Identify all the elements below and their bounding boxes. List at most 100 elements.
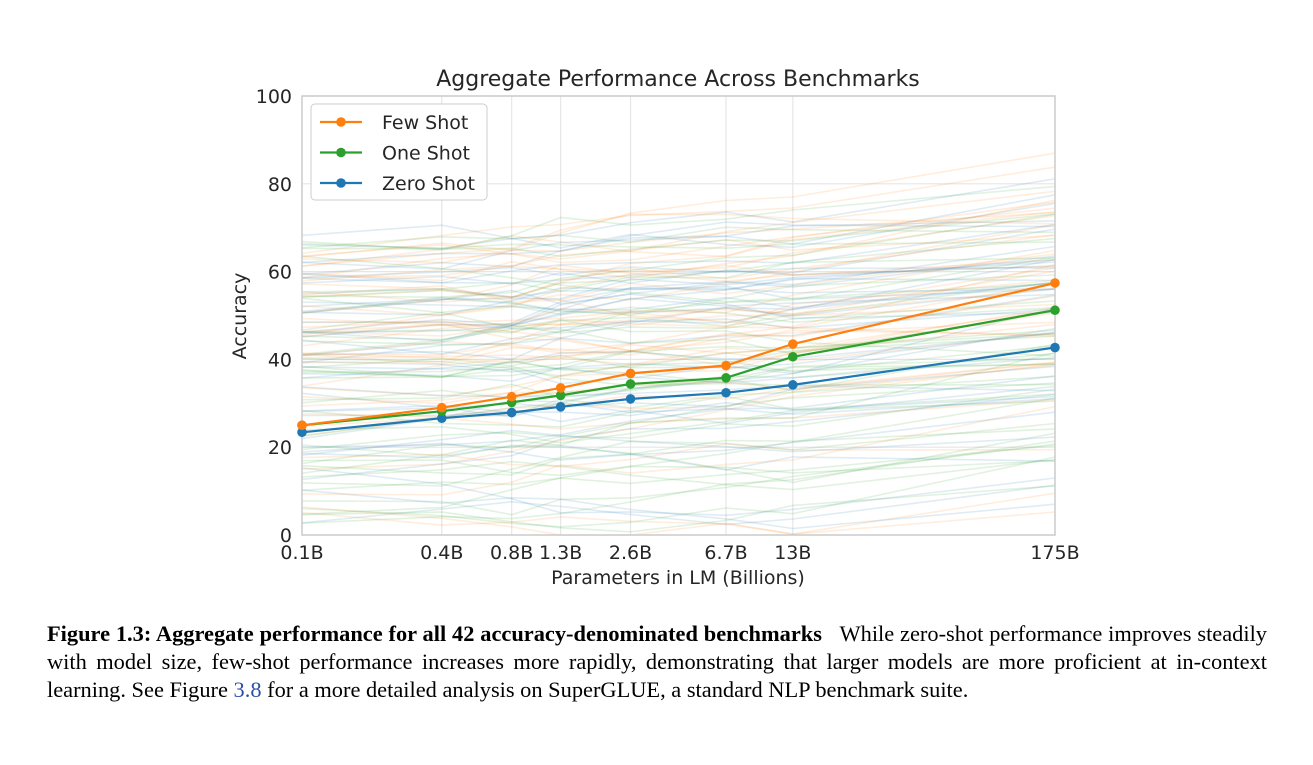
data-point: [297, 427, 307, 438]
background-benchmark-line: [301, 456, 1056, 528]
background-benchmark-line: [301, 365, 1056, 413]
background-benchmark-line: [301, 267, 1056, 326]
background-benchmark-line: [301, 256, 1056, 346]
y-tick-label: 100: [256, 86, 292, 108]
background-benchmark-line: [301, 307, 1056, 440]
background-benchmark-line: [301, 213, 1056, 267]
background-benchmark-line: [301, 304, 1056, 331]
background-benchmark-line: [301, 444, 1056, 471]
caption-text: While zero-shot performance improves ste…: [47, 621, 1267, 702]
chart: 0 20 40 60 80 100 0.1B 0.4B 0.8B 1.3B 2.6B 6.7B 13B 1…: [229, 67, 1080, 589]
background-benchmark-line: [301, 484, 1056, 526]
data-point: [436, 402, 447, 413]
background-benchmark-line: [301, 152, 1056, 264]
x-tick-label: 0.4B: [420, 542, 463, 564]
data-point: [1050, 342, 1060, 353]
background-benchmark-line: [301, 190, 1056, 279]
data-point: [436, 413, 447, 424]
background-benchmark-line: [301, 443, 1056, 516]
background-benchmark-line: [301, 319, 1056, 352]
background-benchmark-line: [301, 166, 1056, 255]
background-benchmark-line: [301, 270, 1056, 364]
background-benchmark-line: [301, 303, 1056, 337]
background-benchmark-line: [301, 393, 1056, 428]
legend-marker: [336, 178, 346, 188]
x-tick-label: 0.1B: [280, 542, 323, 564]
y-tick-label: 20: [268, 437, 292, 459]
background-benchmark-line: [301, 228, 1056, 284]
data-point: [625, 379, 636, 389]
background-benchmark-line: [301, 287, 1056, 347]
x-tick-label: 0.8B: [490, 542, 533, 564]
background-benchmark-line: [301, 241, 1056, 250]
background-benchmark-line: [301, 277, 1056, 316]
data-point: [506, 407, 517, 418]
background-benchmark-line: [301, 442, 1056, 468]
background-benchmark-line: [301, 223, 1056, 284]
series-lines: [297, 278, 1060, 438]
background-benchmark-line: [301, 245, 1056, 338]
y-axis-label: Accuracy: [229, 273, 251, 360]
data-point: [788, 380, 798, 390]
background-benchmark-line: [301, 511, 1056, 535]
background-benchmark-line: [301, 185, 1056, 251]
background-benchmark-line: [301, 422, 1056, 487]
background-benchmark-line: [302, 385, 1056, 425]
y-tick-label: 0: [280, 525, 292, 547]
background-benchmark-line: [301, 361, 1056, 418]
legend-box: [310, 103, 488, 201]
background-benchmark-line: [301, 285, 1056, 301]
background-benchmark-line: [301, 281, 1056, 311]
background-benchmark-line: [301, 282, 1056, 356]
background-benchmark-line: [301, 287, 1056, 342]
chart-title: Aggregate Performance Across Benchmarks: [436, 67, 920, 92]
background-benchmark-line: [301, 178, 1056, 250]
background-benchmark-line: [301, 282, 1056, 361]
background-benchmark-line: [301, 221, 1056, 276]
background-benchmark-line: [301, 207, 1056, 264]
background-benchmark-line: [301, 194, 1056, 270]
background-benchmark-line: [301, 321, 1056, 365]
caption-figure-link[interactable]: 3.8: [233, 677, 262, 702]
figure-caption: Figure 1.3: Aggregate performance for al…: [47, 620, 1267, 704]
background-benchmark-line: [301, 289, 1056, 320]
background-benchmark-line: [301, 411, 1056, 461]
background-benchmark-line: [301, 300, 1056, 356]
background-benchmark-line: [301, 279, 1056, 333]
legend: Few Shot One Shot Zero Shot: [310, 103, 488, 201]
x-tick-label: 1.3B: [539, 542, 582, 564]
x-tick-label: 2.6B: [609, 542, 652, 564]
background-benchmark-line: [301, 294, 1056, 364]
background-benchmark-line: [301, 458, 1056, 491]
background-benchmark-line: [301, 226, 1056, 249]
background-benchmark-line: [301, 288, 1056, 317]
background-benchmark-line: [301, 249, 1056, 324]
background-benchmark-line: [301, 332, 1056, 379]
legend-marker: [336, 117, 346, 127]
background-benchmark-line: [301, 310, 1056, 355]
background-benchmark-line: [301, 297, 1056, 357]
background-benchmark-line: [301, 388, 1056, 465]
data-point: [625, 394, 636, 404]
background-benchmark-line: [301, 257, 1056, 299]
background-benchmark-line: [301, 399, 1056, 430]
background-benchmark-line: [301, 263, 1056, 387]
background-benchmark-line: [301, 258, 1056, 355]
background-benchmark-line: [301, 255, 1056, 357]
plot-area-frame: [301, 95, 1056, 536]
x-tick-label: 13B: [774, 542, 811, 564]
data-point: [555, 390, 566, 401]
background-benchmark-line: [301, 201, 1056, 298]
background-benchmark-line: [301, 213, 1056, 299]
y-tick-label: 40: [268, 349, 292, 371]
background-benchmark-line: [301, 397, 1056, 448]
y-tick-label: 80: [268, 174, 292, 196]
background-benchmark-line: [301, 214, 1056, 282]
background-benchmark-lines: [301, 152, 1056, 536]
data-point: [1050, 278, 1060, 288]
background-benchmark-line: [301, 312, 1056, 367]
background-benchmark-line: [301, 233, 1056, 300]
background-benchmark-line: [301, 332, 1056, 379]
background-benchmark-line: [301, 258, 1056, 317]
background-benchmark-line: [301, 459, 1056, 516]
